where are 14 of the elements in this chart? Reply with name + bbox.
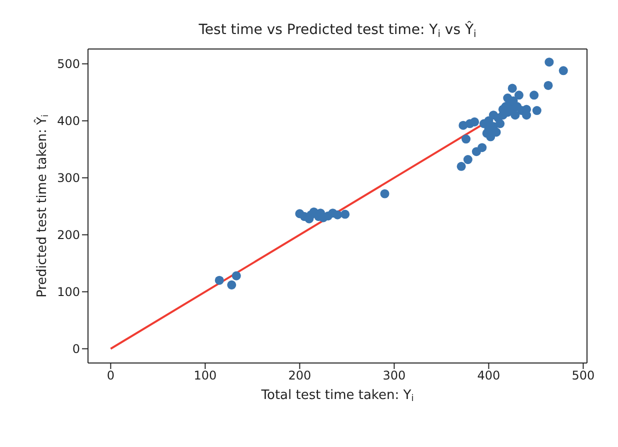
x-tick-label: 300 [382,368,406,383]
y-tick-label: 300 [57,171,80,186]
x-tick-label: 200 [288,368,312,383]
x-tick-label: 500 [572,368,595,383]
chart-title: Test time vs Predicted test time: Y$_{i}$ vs Ŷ$_{i}$ [198,20,476,40]
y-tick-label: 200 [57,228,80,242]
y-tick-label: 100 [57,285,80,300]
x-tick-label: 100 [194,368,217,383]
y-tick-label: 400 [57,114,80,128]
x-axis-title: Total test time taken: Y$_{i}$ [260,388,414,404]
x-tick-label: 400 [477,368,500,383]
x-tick-label: 0 [106,368,114,383]
y-tick-label: 0 [72,342,80,356]
y-tick-label: 500 [57,57,80,72]
